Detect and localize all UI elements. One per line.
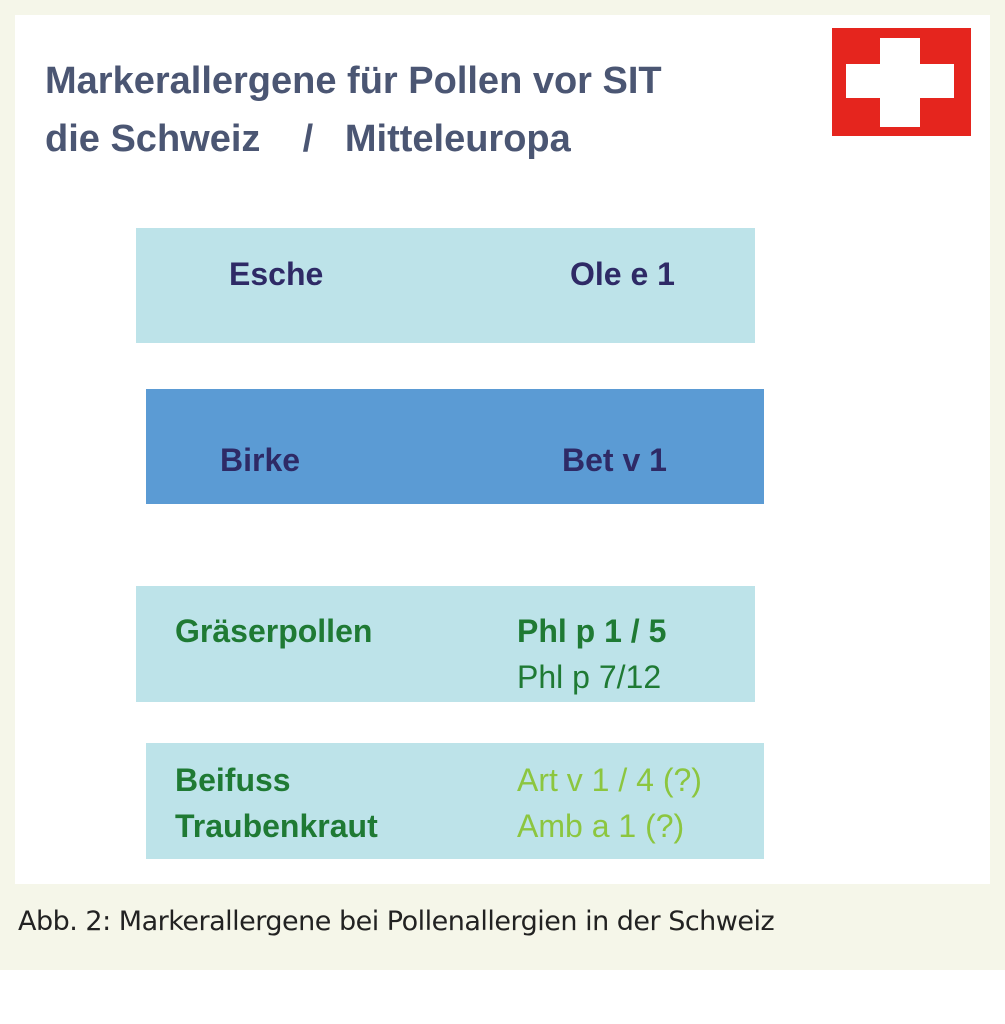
pollen-label: Gräserpollen [175,613,373,649]
allergen-label: Phl p 7/12 [517,659,662,695]
figure-caption: Abb. 2: Markerallergene bei Pollenallerg… [18,906,775,937]
slide-title: Markerallergene für Pollen vor SIT die Sc… [45,52,662,168]
title-line-2: die Schweiz / Mitteleuropa [45,118,571,160]
pollen-label: Beifuss [175,762,291,798]
allergen-label: Phl p 1 / 5 [517,613,667,649]
row-graeserpollen: Gräserpollen Phl p 1 / 5 Phl p 7/12 [136,586,755,702]
row-birke: Birke Bet v 1 [146,389,764,504]
allergen-label: Amb a 1 (?) [517,808,685,844]
row-esche: Esche Ole e 1 [136,228,755,343]
pollen-label: Birke [220,442,301,478]
row-beifuss-traubenkraut: Beifuss Traubenkraut Art v 1 / 4 (?) Amb… [146,743,764,859]
swiss-flag-icon [832,28,971,136]
pollen-label: Traubenkraut [175,808,378,844]
pollen-label: Esche [229,256,324,292]
allergen-label: Ole e 1 [570,256,675,292]
allergen-label: Art v 1 / 4 (?) [517,762,702,798]
title-line-1: Markerallergene für Pollen vor SIT [45,60,662,102]
allergen-label: Bet v 1 [562,442,667,478]
